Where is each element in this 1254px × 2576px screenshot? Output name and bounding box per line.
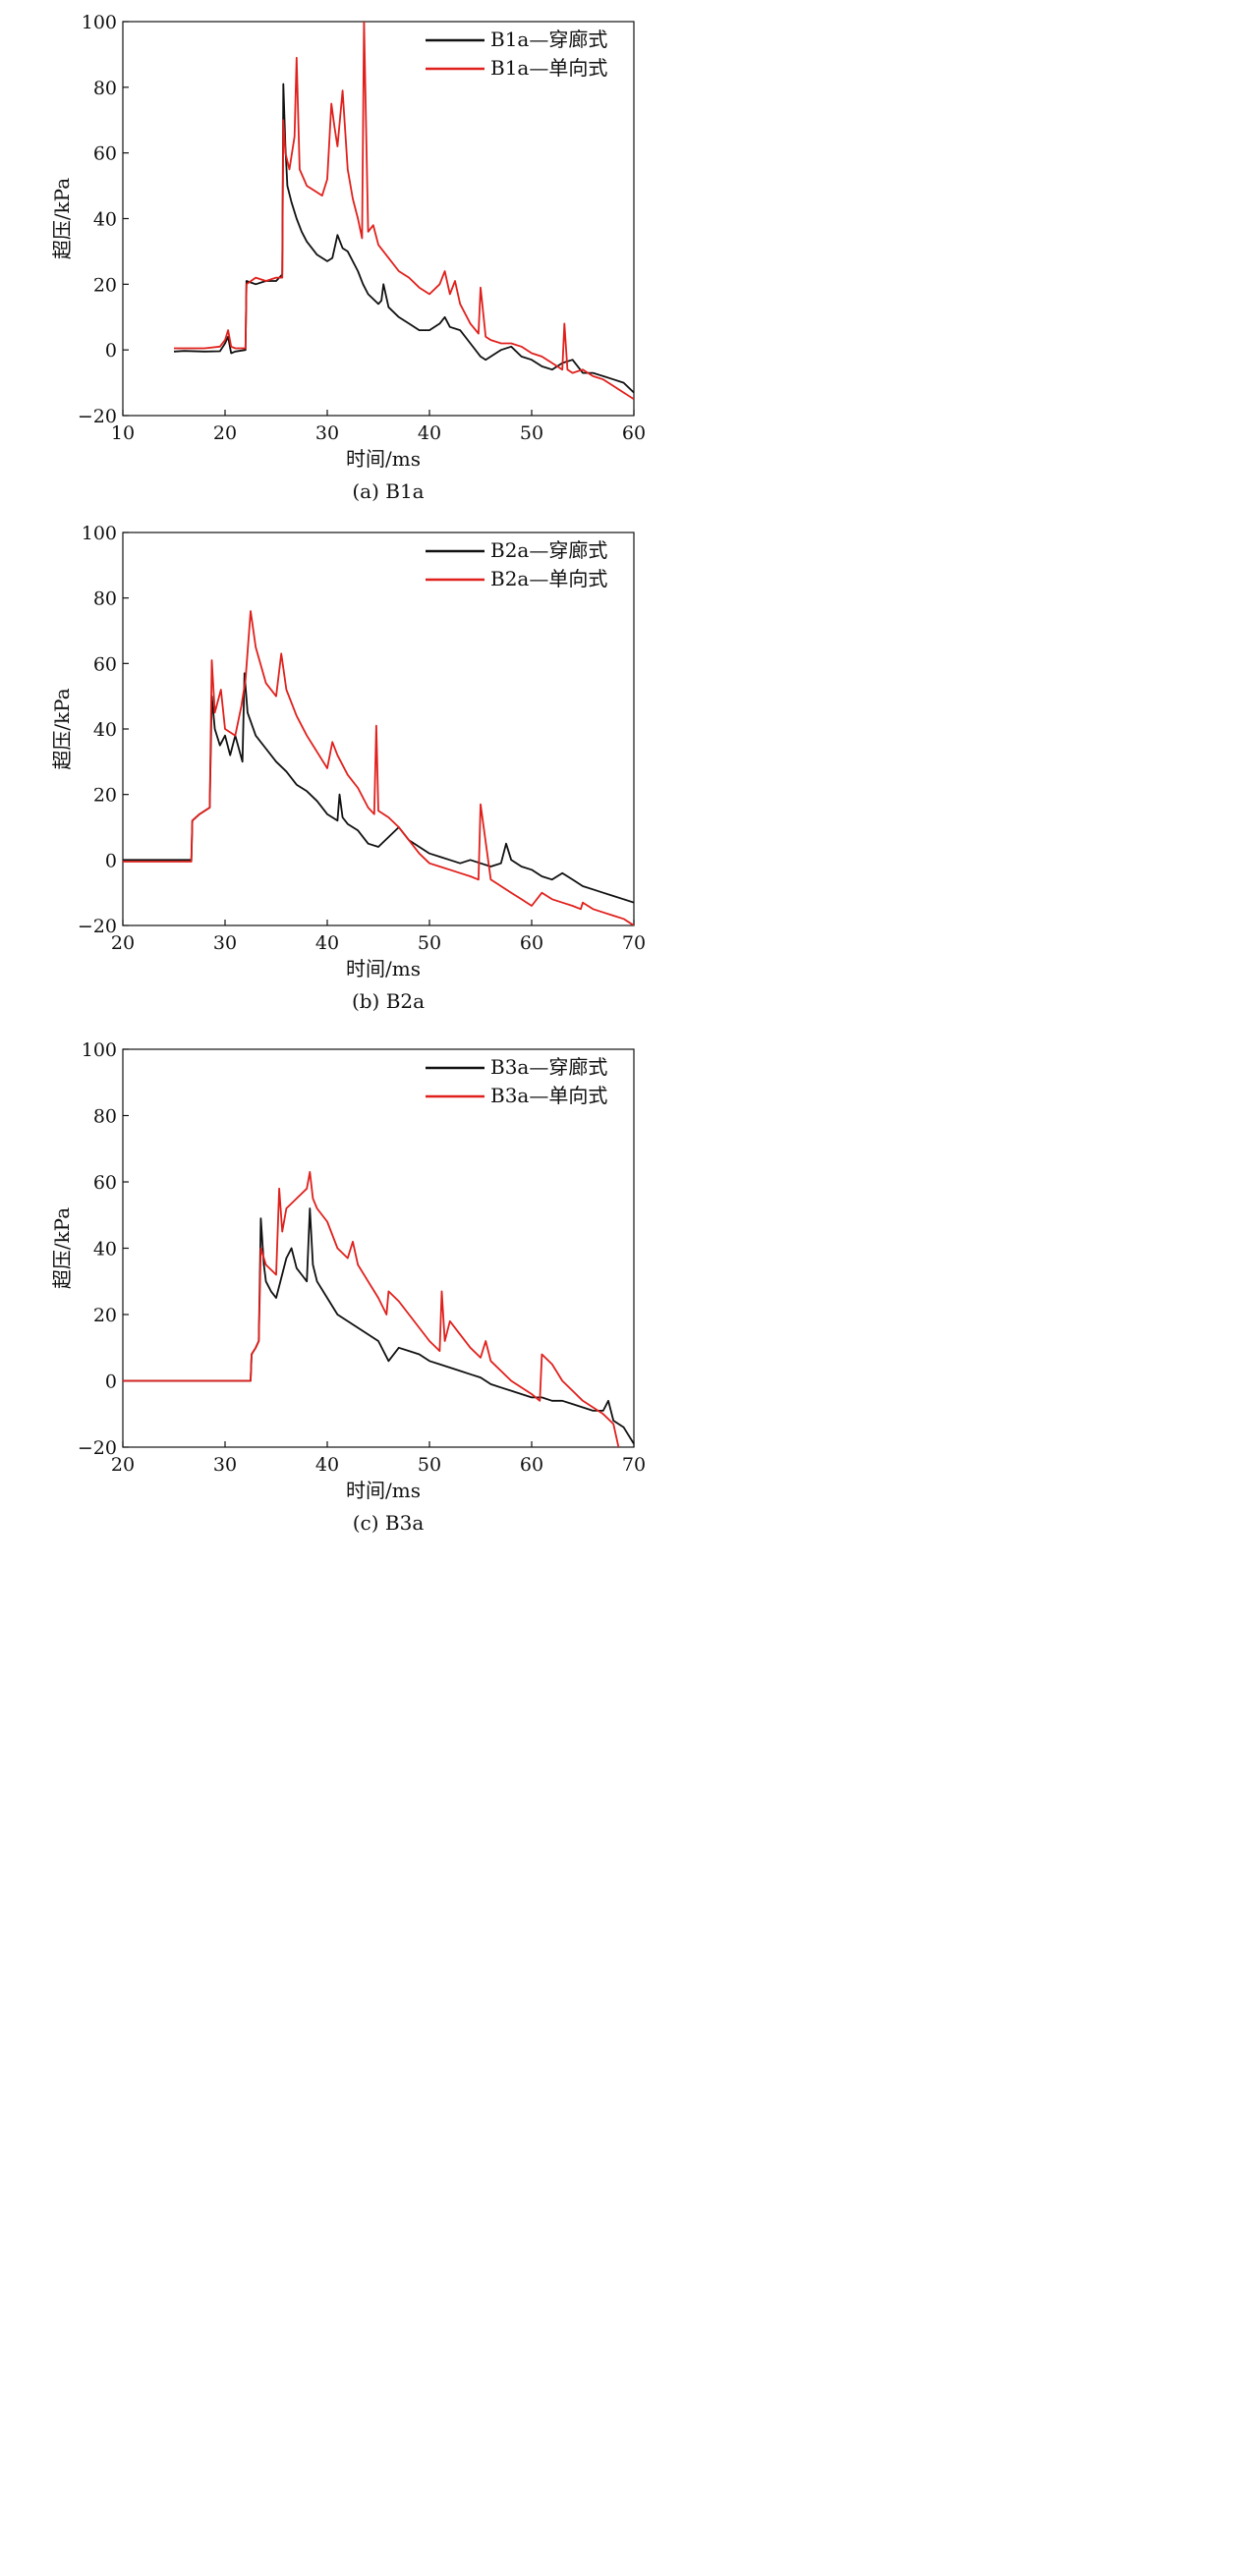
chart-panel-b3a: 20 30 40 50 60 70 −20 0 20 40 60 80 100 时间/ms 超压/kPa (c… <box>50 1039 646 1535</box>
x-tick-label: 70 <box>622 932 646 954</box>
y-tick-label: 20 <box>93 785 117 807</box>
x-axis-title: 时间/ms <box>346 447 421 471</box>
y-tick-label: 20 <box>93 274 117 296</box>
y-tick-label: 80 <box>93 78 117 99</box>
y-tick-label: 40 <box>93 1239 117 1260</box>
y-axis-title: 超压/kPa <box>50 688 74 769</box>
x-tick-label: 60 <box>622 422 646 444</box>
plot-frame <box>122 21 635 417</box>
chart-caption: (b) B2a <box>352 989 425 1013</box>
series-line-2 <box>123 1171 620 1447</box>
legend-label-1: B3a—穿廊式 <box>490 1055 607 1079</box>
x-tick-label: 60 <box>520 932 543 954</box>
chart-panel-b1a: 10 20 30 40 50 60 −20 0 20 40 60 80 100 时间/ms 超压/kPa (a… <box>50 12 646 503</box>
series-group <box>123 610 634 925</box>
y-tick-label: −20 <box>78 916 117 937</box>
x-tick-label: 20 <box>111 1454 135 1476</box>
plot-frame <box>122 1048 635 1448</box>
y-tick-label: −20 <box>78 406 117 427</box>
y-tick-label: 60 <box>93 143 117 165</box>
x-tick-label: 70 <box>622 1454 646 1476</box>
x-tick-label: 40 <box>315 932 339 954</box>
plot-frame <box>122 532 635 926</box>
y-tick-label: 40 <box>93 719 117 741</box>
y-tick-label: 40 <box>93 209 117 231</box>
x-axis-title: 时间/ms <box>346 957 421 980</box>
x-tick-label: 30 <box>213 932 237 954</box>
y-tick-label: 100 <box>82 523 117 544</box>
y-tick-label: 20 <box>93 1305 117 1326</box>
y-axis-title: 超压/kPa <box>50 1207 74 1289</box>
x-tick-label: 40 <box>315 1454 339 1476</box>
x-tick-label: 30 <box>315 422 339 444</box>
x-tick-label: 50 <box>418 932 441 954</box>
y-axis-title: 超压/kPa <box>50 178 74 259</box>
y-tick-label: −20 <box>78 1437 117 1459</box>
series-group <box>173 22 634 401</box>
series-group <box>123 1171 634 1447</box>
series-line-1 <box>123 672 634 904</box>
y-tick-label: 100 <box>82 12 117 33</box>
legend-label-1: B2a—穿廊式 <box>490 538 607 562</box>
chart-caption: (c) B3a <box>353 1511 425 1535</box>
figure: 10 20 30 40 50 60 −20 0 20 40 60 80 100 时间/ms 超压/kPa (a… <box>50 12 646 1535</box>
legend-label-2: B3a—单向式 <box>490 1084 607 1107</box>
x-tick-label: 20 <box>111 932 135 954</box>
y-tick-label: 0 <box>105 340 117 362</box>
legend-label-1: B1a—穿廊式 <box>490 28 607 51</box>
y-tick-label: 80 <box>93 588 117 610</box>
x-axis-title: 时间/ms <box>346 1479 421 1502</box>
x-tick-label: 40 <box>418 422 441 444</box>
chart-caption: (a) B1a <box>352 479 424 503</box>
legend-label-2: B1a—单向式 <box>490 56 607 80</box>
x-tick-label: 30 <box>213 1454 237 1476</box>
y-tick-label: 60 <box>93 653 117 675</box>
y-tick-label: 100 <box>82 1039 117 1061</box>
series-line-1 <box>173 83 634 394</box>
legend-label-2: B2a—单向式 <box>490 567 607 590</box>
y-tick-label: 0 <box>105 850 117 871</box>
y-tick-label: 0 <box>105 1372 117 1393</box>
x-tick-label: 10 <box>111 422 135 444</box>
series-line-2 <box>174 22 634 401</box>
x-tick-label: 60 <box>520 1454 543 1476</box>
series-line-1 <box>123 1207 634 1445</box>
y-tick-label: 60 <box>93 1172 117 1194</box>
series-line-2 <box>123 610 634 925</box>
x-tick-label: 20 <box>213 422 237 444</box>
y-tick-label: 80 <box>93 1106 117 1128</box>
x-tick-label: 50 <box>520 422 543 444</box>
chart-panel-b2a: 20 30 40 50 60 70 −20 0 20 40 60 80 100 时间/ms 超压/kPa (b… <box>50 523 646 1013</box>
x-tick-label: 50 <box>418 1454 441 1476</box>
